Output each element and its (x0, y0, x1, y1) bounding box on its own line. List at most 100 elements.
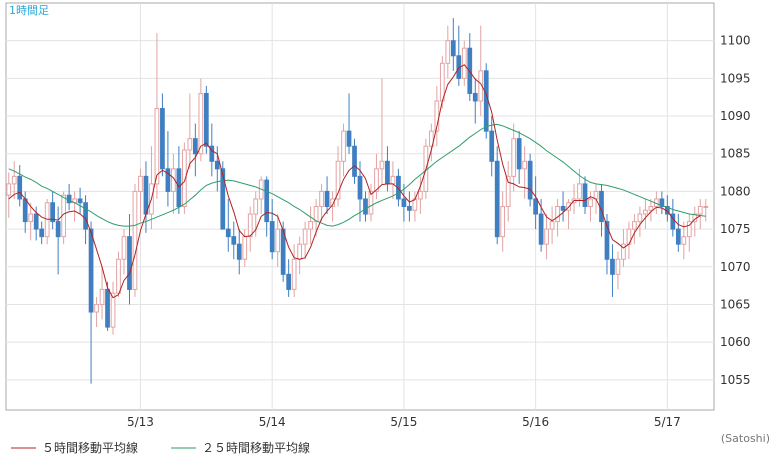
candle-body-up (697, 206, 703, 215)
candle (127, 214, 132, 305)
candle (203, 85, 209, 154)
candle (659, 191, 665, 215)
candle-body-up (632, 221, 637, 230)
candle (220, 161, 226, 230)
candle (17, 165, 23, 207)
candle (374, 153, 379, 199)
candle-body-down (659, 198, 665, 208)
candle-body-down (143, 175, 149, 215)
candle (308, 206, 313, 245)
candle-body-down (483, 70, 489, 132)
candle-body-up (439, 62, 445, 102)
candle-body-down (160, 108, 165, 170)
legend-ma5-label: ５時間移動平均線 (42, 440, 138, 455)
candle-body-up (275, 228, 281, 253)
candle-body-down (55, 221, 61, 238)
candle (527, 153, 533, 207)
candle-body-down (209, 145, 215, 162)
candle-body-up (428, 130, 434, 147)
candle (445, 25, 451, 79)
candle (192, 123, 198, 177)
candle (500, 191, 506, 252)
candle (61, 191, 66, 245)
candle (478, 25, 484, 117)
candle (418, 176, 423, 215)
candle-body-up (549, 221, 555, 230)
candle-body-down (165, 168, 171, 192)
candle (319, 183, 324, 222)
candle (522, 146, 528, 199)
candle (121, 229, 127, 275)
candle-body-up (187, 138, 193, 151)
candle-body-up (6, 183, 12, 196)
candle-body-up (621, 243, 626, 260)
candle (610, 244, 615, 297)
candle (187, 93, 193, 169)
candle-body-down (127, 236, 132, 290)
x-tick-label: 5/14 (259, 415, 286, 429)
candle-body-down (396, 175, 401, 200)
candle (604, 214, 610, 275)
y-tick-label: 1090 (720, 109, 751, 123)
candle (165, 131, 171, 207)
candle-body-down (231, 236, 237, 245)
candle-body-down (39, 228, 45, 238)
candle-body-up (116, 258, 121, 294)
candle (363, 191, 368, 222)
candle (77, 187, 83, 215)
y-tick-label: 1055 (720, 373, 751, 387)
candle-body-down (50, 202, 56, 223)
candle-body-down (494, 160, 500, 238)
candle-body-down (538, 213, 544, 245)
candle (291, 244, 297, 297)
moving-average-lines (8, 64, 706, 299)
candle-body-down (363, 198, 368, 215)
candle-body-down (203, 92, 209, 147)
candle-body-down (527, 160, 533, 200)
candle-body-down (610, 258, 615, 275)
candle (55, 206, 61, 275)
x-tick-label: 5/15 (390, 415, 417, 429)
candle-body-down (346, 130, 352, 147)
candle-body-up (643, 209, 648, 215)
candle-body-up (681, 236, 687, 245)
candle-body-up (648, 206, 654, 211)
candle (686, 214, 692, 252)
candle (236, 229, 242, 275)
candle-body-down (214, 160, 220, 170)
candle-body-up (478, 70, 484, 102)
candle-body-up (99, 288, 105, 305)
candle (681, 221, 687, 260)
ma25-line (8, 123, 706, 227)
candle (116, 251, 121, 297)
candle (549, 206, 555, 245)
candle (697, 198, 703, 230)
candle (154, 33, 160, 199)
x-axis: 5/13 5/14 5/15 5/16 5/17 (127, 415, 681, 429)
candle-body-up (308, 221, 313, 230)
candle-body-down (324, 190, 330, 207)
candle-body-up (505, 175, 511, 207)
candle-body-down (385, 160, 390, 185)
candle-body-up (11, 175, 17, 185)
candle-body-up (94, 303, 99, 313)
candle-body-up (154, 108, 160, 185)
candle-body-down (176, 168, 182, 208)
x-tick-label: 5/17 (654, 415, 681, 429)
candle-body-down (533, 198, 538, 215)
candle-body-down (105, 288, 110, 328)
candle (511, 123, 517, 192)
candle-body-down (670, 213, 676, 230)
candle (637, 206, 643, 237)
candle (428, 123, 434, 162)
y-tick-label: 1070 (720, 260, 751, 274)
ma5-line (8, 64, 701, 299)
candle (648, 198, 654, 222)
candle (94, 296, 99, 328)
candle (231, 221, 237, 260)
candle-body-down (280, 228, 286, 275)
timeframe-label: 1時間足 (9, 4, 49, 17)
candle (275, 214, 281, 267)
candle (269, 198, 275, 260)
